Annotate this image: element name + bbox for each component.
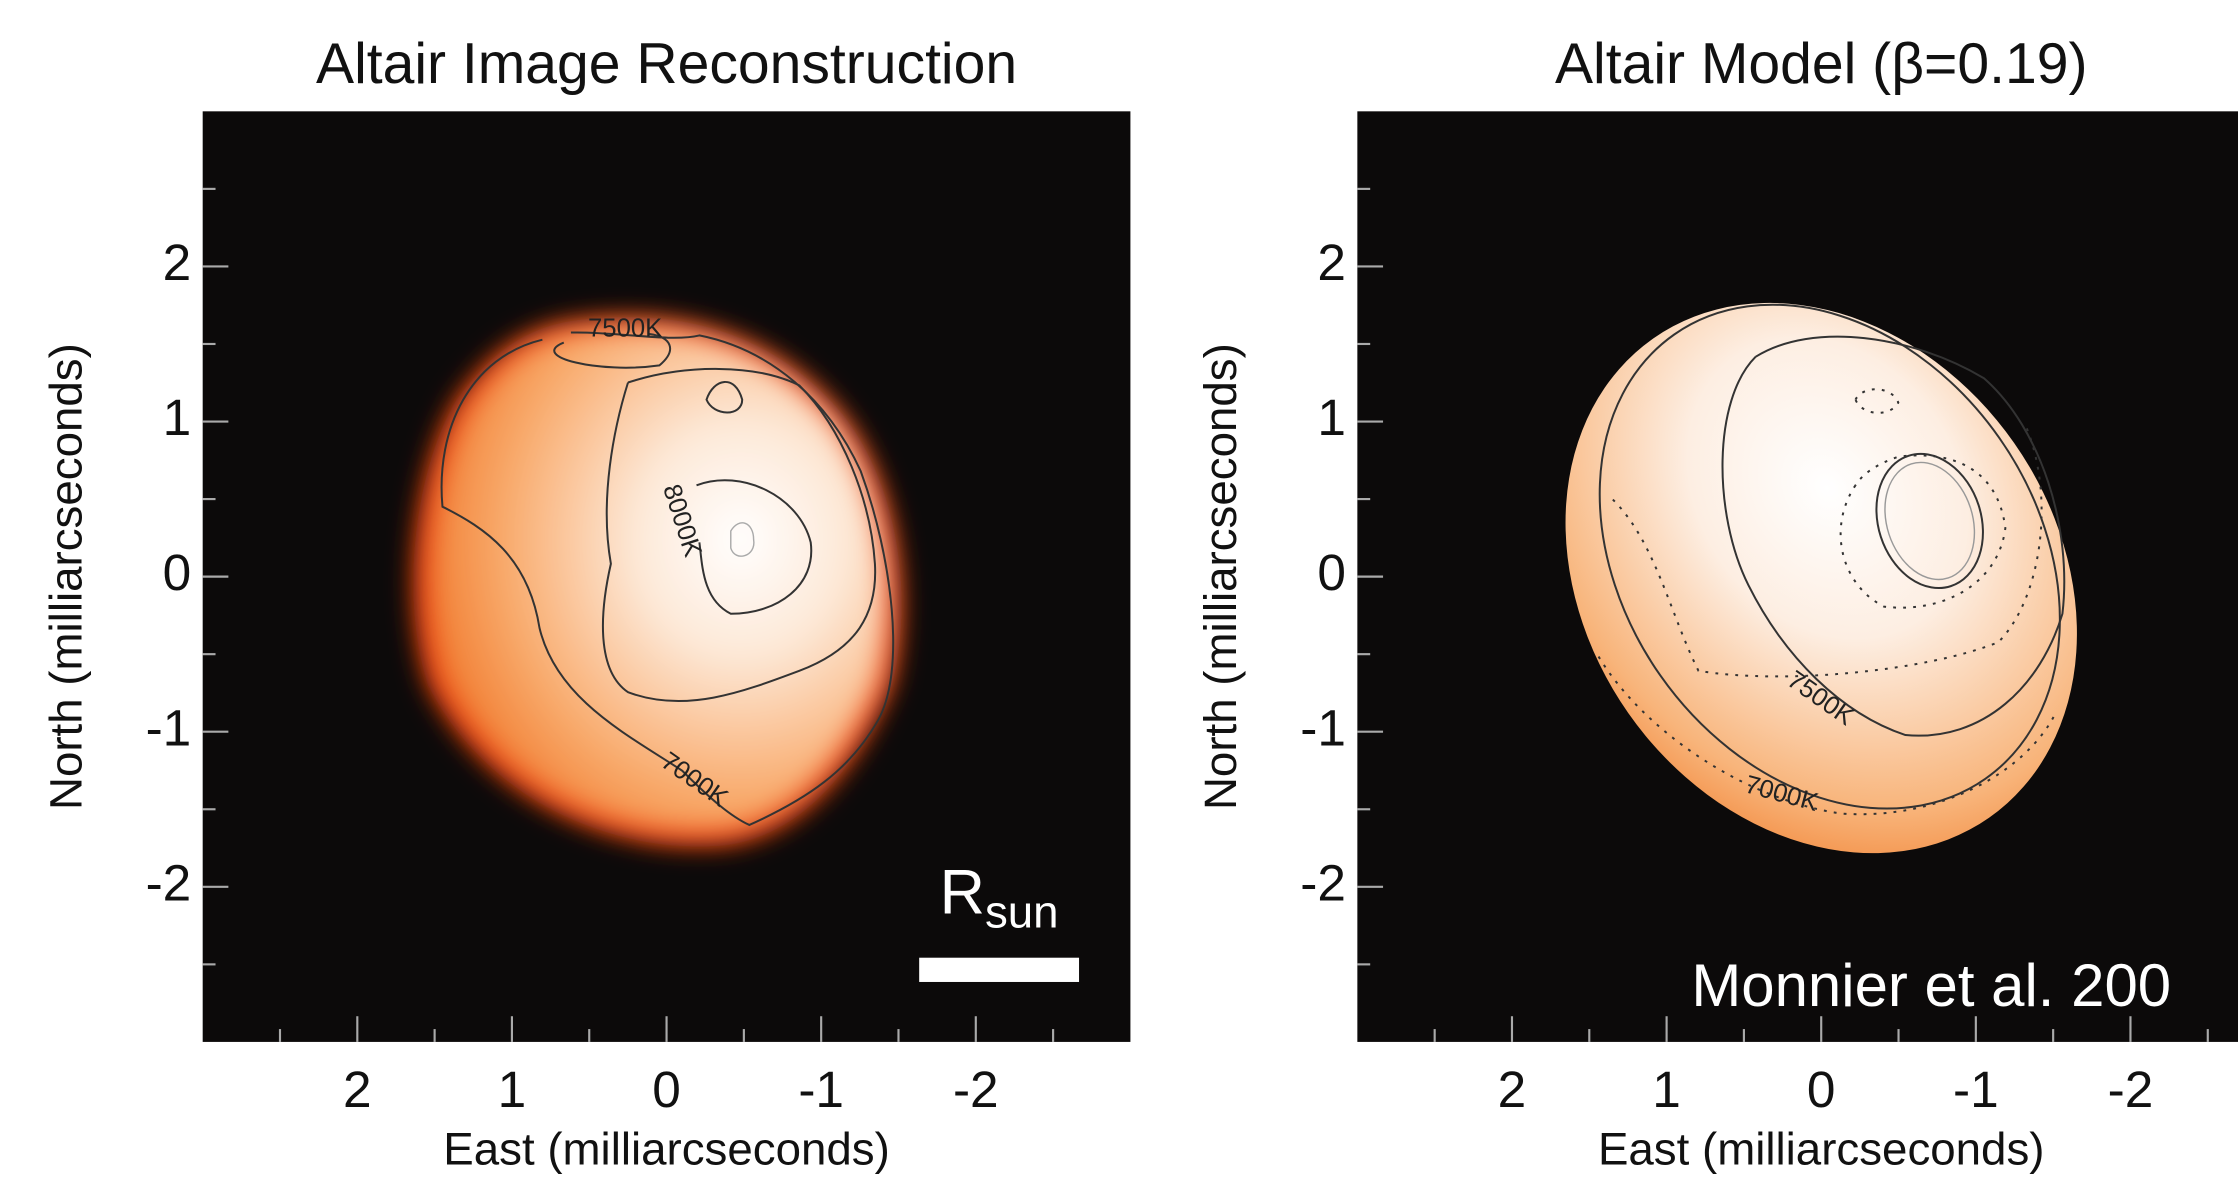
y-tick-label: 2 [1317, 233, 1346, 291]
y-tick-label: 0 [163, 543, 192, 601]
y-tick-label: 1 [1317, 388, 1346, 446]
citation: Monnier et al. 200 [1691, 952, 2171, 1019]
y-tick-label: -1 [1300, 698, 1346, 756]
figure: 7500K 8000K 7000K Rsun Altair Image Reco… [0, 0, 2238, 1185]
y-tick-label: -2 [146, 853, 192, 911]
x-tick-label: -1 [798, 1060, 844, 1118]
y-tick-label: 0 [1317, 543, 1346, 601]
x-tick-label: -1 [1953, 1060, 1999, 1118]
y-tick-label: 1 [163, 388, 192, 446]
scale-bar [919, 958, 1079, 982]
y-tick-label: -2 [1300, 853, 1346, 911]
x-tick-label: 1 [1652, 1060, 1681, 1118]
x-tick-label: 0 [1807, 1060, 1836, 1118]
y-tick-label: -1 [146, 698, 192, 756]
x-axis-label: East (milliarcseconds) [443, 1124, 890, 1175]
chart-title: Altair Image Reconstruction [316, 32, 1017, 96]
x-axis-label: East (milliarcseconds) [1598, 1124, 2045, 1175]
panel: 7500K 7000K Monnier et al. 200 Altair Mo… [1195, 32, 2238, 1175]
contour-label: 7500K [588, 314, 662, 342]
page: 7500K 8000K 7000K Rsun Altair Image Reco… [0, 0, 2238, 1185]
x-tick-label: -2 [953, 1060, 999, 1118]
x-tick-label: 0 [652, 1060, 681, 1118]
x-tick-label: 2 [1498, 1060, 1527, 1118]
y-axis-label: North (milliarcseconds) [40, 343, 91, 810]
panel: 7500K 8000K 7000K Rsun Altair Image Reco… [40, 32, 1130, 1175]
y-axis-label: North (milliarcseconds) [1195, 343, 1246, 810]
scale-label-main: R [940, 857, 985, 927]
x-tick-label: 2 [343, 1060, 372, 1118]
chart-title: Altair Model (β=0.19) [1555, 32, 2088, 96]
x-tick-label: 1 [498, 1060, 527, 1118]
x-tick-label: -2 [2108, 1060, 2154, 1118]
scale-label-sub: sun [985, 887, 1059, 938]
y-tick-label: 2 [163, 233, 192, 291]
